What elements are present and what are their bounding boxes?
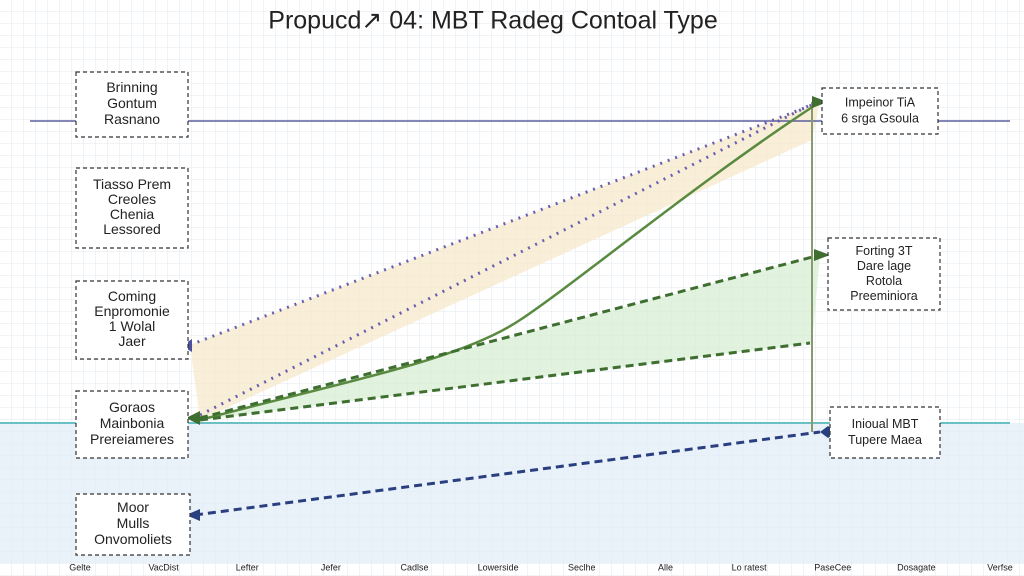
box-text: Preeminiora: [850, 289, 917, 303]
x-label: Lo ratest: [732, 562, 768, 572]
arrow: [814, 249, 830, 261]
box-text: Forting 3T: [856, 244, 913, 258]
box-text: Dare lage: [857, 259, 911, 273]
label-box: [75, 493, 191, 556]
box-text: Mulls: [117, 515, 150, 531]
x-label: Jefer: [321, 562, 341, 572]
x-label: Lefter: [236, 562, 259, 572]
box-text: Lessored: [103, 221, 161, 237]
label-box: [829, 406, 941, 459]
box-text: 1 Wolal: [109, 318, 155, 334]
navy-dashed: [194, 430, 821, 517]
box-text: Chenia: [110, 206, 155, 222]
box-text: Tiasso Prem: [93, 176, 171, 192]
x-label: PaseCee: [814, 562, 851, 572]
yellow-region: [190, 102, 820, 420]
green-dashed-2: [199, 341, 811, 422]
box-text: Goraos: [109, 399, 155, 415]
green-dashed: [199, 253, 821, 420]
arrow: [186, 509, 200, 521]
box-text: 6 srga Gsoula: [841, 111, 919, 125]
box-text: Mainbonia: [100, 415, 165, 431]
purple-dotted: [189, 100, 821, 347]
arrow: [812, 96, 828, 108]
box-text: Gontum: [107, 95, 157, 111]
label-box: [827, 237, 941, 311]
label-box: [75, 71, 189, 138]
box-text: Coming: [108, 288, 156, 304]
box-text: Onvomoliets: [94, 531, 172, 547]
box-text: Jaer: [118, 333, 146, 349]
label-box: [75, 390, 189, 459]
x-label: Seclhe: [568, 562, 596, 572]
x-label: Verfse: [987, 562, 1013, 572]
box-text: Rotola: [866, 274, 902, 288]
box-text: Tupere Maea: [848, 433, 922, 447]
label-box: [75, 280, 189, 360]
box-text: Impeinor TiA: [845, 95, 916, 109]
box-text: Moor: [117, 499, 149, 515]
x-label: VacDist: [148, 562, 179, 572]
x-label: Lowerside: [478, 562, 519, 572]
x-label: Gelte: [69, 562, 91, 572]
green-curve: [199, 100, 821, 422]
box-text: Creoles: [108, 191, 156, 207]
label-box: [75, 167, 189, 249]
x-label: Alle: [658, 562, 673, 572]
arrow: [186, 411, 200, 425]
box-text: Inioual MBT: [852, 417, 919, 431]
label-box: [821, 87, 939, 135]
box-text: Prereiameres: [90, 431, 174, 447]
box-text: Enpromonie: [94, 303, 170, 319]
title: Propucd↗ 04: MBT Radeg Contoal Type: [268, 7, 717, 35]
box-text: Brinning: [106, 79, 157, 95]
x-label: Dosagate: [897, 562, 936, 572]
box-text: Rasnano: [104, 111, 160, 127]
x-label: Cadlse: [401, 562, 429, 572]
